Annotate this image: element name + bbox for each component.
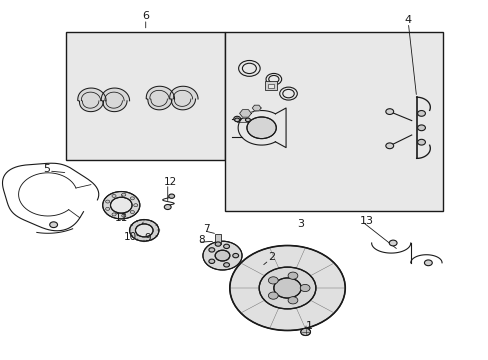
Text: 4: 4	[404, 15, 411, 25]
Polygon shape	[239, 110, 251, 117]
Circle shape	[203, 241, 242, 270]
Text: 8: 8	[198, 235, 205, 246]
Circle shape	[102, 192, 140, 219]
Circle shape	[232, 253, 238, 258]
Circle shape	[130, 211, 134, 213]
Circle shape	[129, 220, 159, 241]
Text: 10: 10	[124, 232, 137, 242]
Circle shape	[417, 125, 425, 131]
Circle shape	[268, 292, 278, 299]
Circle shape	[105, 200, 109, 203]
Circle shape	[112, 194, 116, 198]
Circle shape	[110, 197, 132, 213]
Circle shape	[268, 277, 278, 284]
Text: 11: 11	[114, 213, 128, 223]
Circle shape	[300, 284, 309, 292]
Polygon shape	[252, 105, 261, 111]
Circle shape	[300, 328, 310, 336]
Circle shape	[229, 246, 345, 330]
Circle shape	[273, 278, 301, 298]
Circle shape	[223, 244, 229, 248]
Circle shape	[385, 143, 393, 149]
Text: 6: 6	[142, 11, 149, 21]
Polygon shape	[78, 88, 106, 112]
Circle shape	[130, 197, 134, 200]
Circle shape	[424, 260, 431, 266]
Text: 12: 12	[163, 177, 177, 187]
Circle shape	[133, 204, 138, 207]
Circle shape	[122, 214, 125, 217]
Circle shape	[215, 242, 221, 246]
Bar	[237, 118, 247, 122]
Circle shape	[135, 224, 153, 237]
Bar	[224, 32, 442, 211]
Text: 1: 1	[305, 321, 312, 331]
Bar	[264, 81, 276, 90]
Circle shape	[208, 259, 214, 264]
Circle shape	[417, 139, 425, 145]
Text: 9: 9	[144, 233, 151, 243]
Circle shape	[168, 194, 174, 198]
Text: 3: 3	[297, 219, 304, 229]
Circle shape	[105, 207, 109, 210]
Text: 5: 5	[43, 164, 50, 174]
Circle shape	[50, 222, 58, 228]
Circle shape	[245, 118, 250, 122]
Polygon shape	[169, 86, 198, 110]
Circle shape	[233, 116, 240, 121]
Circle shape	[417, 111, 425, 116]
Circle shape	[287, 297, 297, 304]
Text: 2: 2	[267, 252, 274, 262]
Circle shape	[122, 193, 125, 196]
Bar	[215, 234, 221, 244]
Circle shape	[164, 204, 171, 210]
Circle shape	[223, 263, 229, 267]
Polygon shape	[101, 88, 129, 112]
Bar	[66, 32, 224, 160]
Circle shape	[112, 213, 116, 216]
Circle shape	[287, 272, 297, 279]
Circle shape	[246, 117, 276, 139]
Circle shape	[259, 267, 315, 309]
Circle shape	[388, 240, 396, 246]
Text: 13: 13	[359, 216, 373, 226]
Polygon shape	[146, 86, 174, 110]
Circle shape	[234, 118, 239, 122]
Text: 7: 7	[203, 224, 209, 234]
Circle shape	[208, 248, 214, 252]
Circle shape	[385, 109, 393, 114]
Circle shape	[215, 250, 229, 261]
Bar	[267, 84, 273, 88]
